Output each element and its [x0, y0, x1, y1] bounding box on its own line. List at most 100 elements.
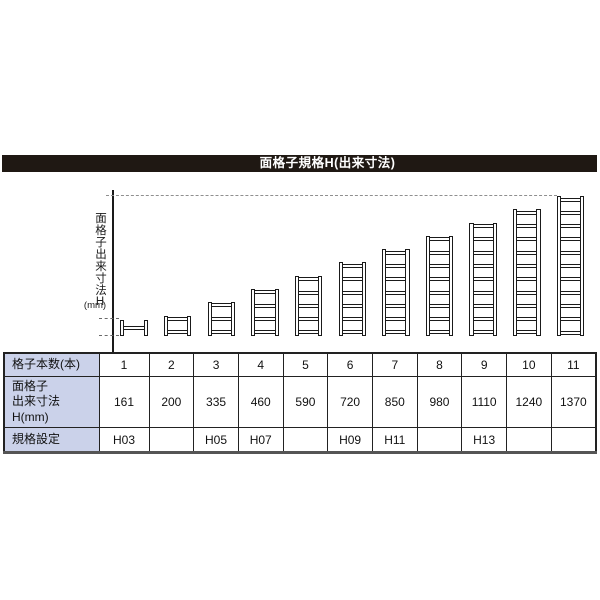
- ladder-rung: [428, 330, 451, 335]
- ladder-pictogram: [513, 209, 541, 336]
- ladder-rung: [472, 263, 494, 268]
- table-cell: 4: [237, 352, 284, 377]
- y-axis-unit: (mm): [83, 300, 107, 311]
- axis-tick-top: [99, 318, 119, 319]
- axis-tick-bottom: [99, 335, 119, 336]
- ladder-rung: [385, 317, 407, 322]
- ladder-rung: [472, 250, 494, 255]
- ladder-rung: [254, 317, 276, 322]
- table-cell: 1: [98, 352, 150, 377]
- table-cell: 1370: [550, 375, 597, 429]
- ladder-rung: [254, 303, 276, 308]
- table-cell: 10: [506, 352, 552, 377]
- ladder-rung: [298, 290, 320, 295]
- ladder-stile: [251, 288, 256, 336]
- table-cell: H13: [461, 427, 507, 454]
- ladder-pictogram: [207, 301, 236, 336]
- y-axis-label: 面格子出来寸法H: [94, 212, 106, 309]
- table-cell: 460: [237, 375, 284, 429]
- spec-table-region: 格子本数(本) 1 2 3 4 5 6 7 8 9 10 11 面格子 出来寸法H(mm) 161 200 33…: [3, 352, 597, 455]
- table-cell: 335: [193, 375, 239, 429]
- ladder-stile: [536, 209, 541, 336]
- ladder-stile: [425, 235, 430, 336]
- ladder-rung: [559, 224, 582, 229]
- ladder-rung: [472, 317, 494, 322]
- table-cell: [282, 427, 329, 454]
- table-cell: H03: [98, 427, 150, 454]
- ladder-rung: [559, 303, 582, 308]
- ladder-rung: [516, 250, 538, 255]
- ladder-rung: [472, 237, 494, 242]
- ladder-stile: [163, 315, 169, 336]
- ladder-rung: [210, 303, 232, 308]
- ladder-rung: [341, 263, 363, 268]
- ladder-stile: [338, 262, 343, 336]
- ladder-rung: [472, 224, 494, 229]
- table-cell: 980: [416, 375, 463, 429]
- ladder-rung: [428, 250, 451, 255]
- ladder-rung: [341, 303, 363, 308]
- table-cell: [416, 427, 463, 454]
- ladder-rung: [341, 330, 363, 335]
- ladder-rung: [472, 303, 494, 308]
- table-cell: 1240: [506, 375, 552, 429]
- ladder-rung: [516, 330, 538, 335]
- table-cell: 11: [550, 352, 597, 377]
- ladder-rung: [559, 317, 582, 322]
- table-cell: 850: [371, 375, 418, 429]
- ladder-stile: [513, 209, 518, 336]
- table-cell: 200: [148, 375, 195, 429]
- ladder-rung: [516, 277, 538, 282]
- ladder-rung: [428, 263, 451, 268]
- ladder-rung: [123, 325, 145, 330]
- ladder-rung: [559, 210, 582, 215]
- row-header: 面格子 出来寸法H(mm): [3, 375, 100, 429]
- ladder-rung: [210, 330, 232, 335]
- ladder-rung: [385, 250, 407, 255]
- ladder-rung: [516, 237, 538, 242]
- table-cell: [148, 427, 195, 454]
- ladder-pictogram: [294, 275, 323, 336]
- ladder-rung: [298, 330, 320, 335]
- table-cell: 3: [193, 352, 239, 377]
- ladder-rung: [341, 290, 363, 295]
- ladder-pictogram: [469, 222, 497, 336]
- ladder-pictogram: [382, 249, 410, 336]
- spec-table: 格子本数(本) 1 2 3 4 5 6 7 8 9 10 11 面格子 出来寸法H(mm) 161 200 33…: [3, 352, 597, 455]
- ladder-rung: [516, 263, 538, 268]
- ladder-rung: [516, 224, 538, 229]
- ladder-rung: [428, 290, 451, 295]
- ladder-rung: [341, 317, 363, 322]
- ladder-rung: [472, 277, 494, 282]
- section-title: 面格子規格H(出来寸法): [259, 156, 396, 170]
- ladder-rung: [428, 317, 451, 322]
- ladder-rung: [559, 250, 582, 255]
- ladder-rung: [254, 330, 276, 335]
- table-cell: [506, 427, 552, 454]
- ladder-rung: [428, 237, 451, 242]
- ladder-rung: [559, 277, 582, 282]
- section-title-bar: 面格子規格H(出来寸法): [2, 155, 597, 172]
- y-axis-line: [112, 190, 114, 352]
- ladder-rung: [559, 290, 582, 295]
- table-cell: 1110: [461, 375, 507, 429]
- spec-table-body: 格子本数(本) 1 2 3 4 5 6 7 8 9 10 11 面格子 出来寸法H(mm) 161 200 33…: [3, 352, 597, 454]
- ladder-pictogram: [120, 319, 148, 336]
- ladder-rung: [385, 303, 407, 308]
- table-cell: 720: [327, 375, 373, 429]
- table-row: 面格子 出来寸法H(mm) 161 200 335 460 590 720 850 980 1110…: [3, 375, 597, 429]
- ladder-stile: [449, 235, 454, 336]
- ladder-rung: [385, 277, 407, 282]
- table-row: 格子本数(本) 1 2 3 4 5 6 7 8 9 10 11: [3, 352, 597, 377]
- ladder-rung: [167, 330, 189, 335]
- ladder-rung: [341, 277, 363, 282]
- max-height-dashed-line: [106, 195, 557, 196]
- ladder-rung: [559, 237, 582, 242]
- table-cell: 2: [148, 352, 195, 377]
- ladder-rung: [516, 303, 538, 308]
- ladder-rung: [167, 317, 189, 322]
- ladder-rung: [516, 210, 538, 215]
- table-cell: 8: [416, 352, 463, 377]
- ladder-stile: [187, 315, 192, 336]
- table-cell: 5: [282, 352, 329, 377]
